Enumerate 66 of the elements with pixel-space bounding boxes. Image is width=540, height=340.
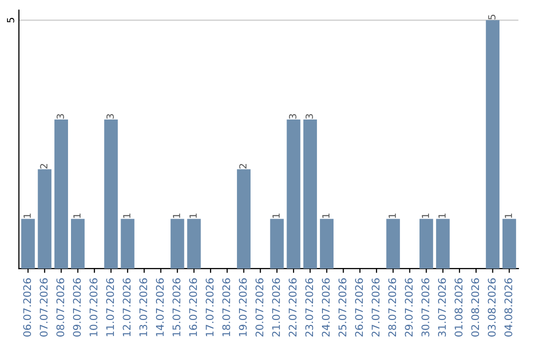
bar	[170, 218, 184, 269]
x-tick-label: 19.07.2026	[238, 278, 247, 336]
data-label: 1	[504, 214, 512, 218]
bar	[270, 218, 284, 269]
x-tick-label: 15.07.2026	[172, 278, 180, 336]
bar	[236, 169, 251, 269]
data-label: 1	[438, 214, 446, 218]
data-label: 3	[56, 114, 64, 119]
bar	[187, 218, 201, 269]
x-tick-label: 17.07.2026	[206, 278, 214, 336]
bar	[320, 218, 334, 269]
x-tick-label: 25.07.2026	[338, 278, 346, 337]
data-label: 3	[306, 114, 313, 119]
data-label: 1	[388, 214, 396, 218]
data-label: 1	[73, 214, 80, 218]
data-label: 1	[123, 214, 130, 218]
x-tick-label: 21.07.2026	[272, 278, 280, 337]
x-tick-label: 24.07.2026	[322, 278, 330, 337]
x-tick-label: 11.07.2026	[106, 278, 114, 336]
data-label: 2	[40, 164, 48, 169]
x-tick-label: 27.07.2026	[372, 278, 380, 337]
data-label: 1	[422, 214, 429, 218]
x-tick-label: 03.08.2026	[488, 278, 496, 337]
x-tick-label: 06.07.2026	[23, 278, 32, 337]
x-tick-label: 16.07.2026	[189, 278, 197, 336]
bar	[436, 218, 450, 269]
bar	[71, 218, 85, 269]
x-tick-label: 12.07.2026	[122, 278, 131, 336]
x-tick-label: 22.07.2026	[288, 278, 297, 337]
x-tick-label: 30.07.2026	[421, 278, 430, 336]
x-tick-label: 04.08.2026	[504, 278, 512, 337]
data-label: 5	[488, 14, 496, 20]
bar	[419, 218, 434, 269]
data-label: 2	[239, 164, 246, 169]
x-tick-label: 09.07.2026	[72, 278, 81, 337]
bar	[286, 120, 300, 269]
x-tick-label: 07.07.2026	[40, 278, 48, 337]
data-label: 1	[172, 214, 180, 218]
x-tick-label: 10.07.2026	[90, 278, 98, 336]
bar	[303, 120, 317, 269]
bar	[386, 218, 400, 269]
x-tick-label: 02.08.2026	[471, 278, 480, 337]
x-tick-label: 01.08.2026	[454, 278, 463, 337]
bar	[120, 218, 134, 269]
bar	[486, 20, 500, 269]
x-tick-label: 26.07.2026	[355, 278, 363, 337]
bar	[502, 218, 516, 269]
data-label: 1	[24, 214, 31, 218]
x-tick-label: 08.07.2026	[56, 278, 64, 337]
x-tick-label: 13.07.2026	[139, 278, 148, 336]
x-tick-label: 14.07.2026	[156, 278, 164, 336]
x-tick-label: 31.07.2026	[438, 278, 446, 336]
x-tick-label: 20.07.2026	[255, 278, 264, 337]
data-label: 3	[289, 114, 296, 119]
data-label: 3	[106, 114, 114, 119]
x-tick-label: 18.07.2026	[222, 278, 230, 336]
bar	[104, 120, 118, 269]
data-label: 1	[272, 214, 280, 218]
bar	[38, 169, 52, 269]
data-label: 1	[322, 214, 330, 218]
x-tick-label: 23.07.2026	[305, 278, 314, 337]
data-label: 1	[190, 214, 197, 218]
bar	[21, 218, 35, 269]
bar	[54, 120, 68, 269]
x-tick-label: 29.07.2026	[404, 278, 413, 337]
x-tick-label: 28.07.2026	[388, 278, 396, 337]
